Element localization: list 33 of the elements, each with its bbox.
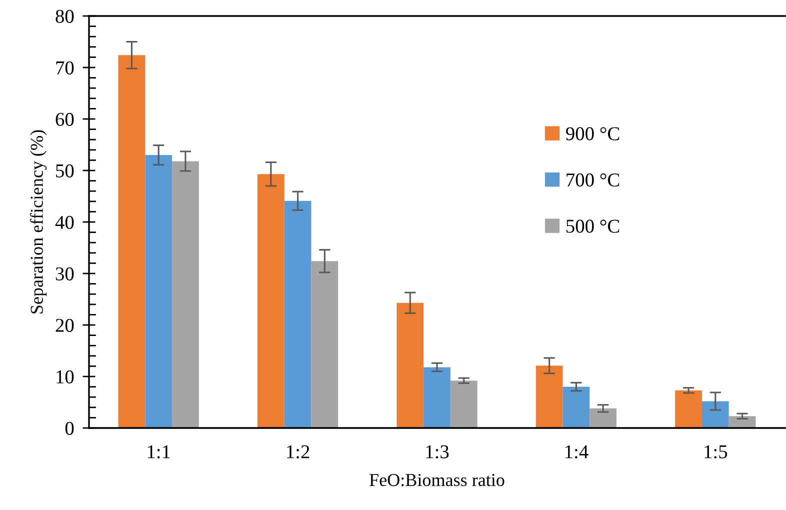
x-tick-label: 1:5 bbox=[704, 445, 728, 458]
y-tick-label: 50 bbox=[56, 164, 74, 178]
legend-label: 700 °C bbox=[566, 173, 620, 187]
y-tick-label: 30 bbox=[56, 267, 74, 280]
bar bbox=[258, 174, 284, 428]
legend-label: 900 °C bbox=[566, 127, 620, 140]
y-tick-label: 10 bbox=[56, 370, 74, 384]
x-tick-label: 1:4 bbox=[565, 445, 588, 458]
x-tick-label: 1:3 bbox=[426, 445, 449, 458]
bar bbox=[284, 200, 312, 428]
y-tick-label: 70 bbox=[56, 61, 74, 74]
bar bbox=[450, 380, 478, 428]
y-tick-label: 0 bbox=[65, 422, 74, 435]
y-tick-label: 40 bbox=[55, 216, 74, 229]
bar bbox=[702, 401, 729, 428]
x-axis-title: FeO:Biomass ratio bbox=[370, 474, 504, 486]
y-axis-title: Separation efficiency (%) bbox=[30, 130, 47, 314]
bar bbox=[562, 386, 590, 428]
bar bbox=[396, 302, 424, 428]
x-tick-label: 1:1 bbox=[148, 445, 170, 458]
bar bbox=[145, 155, 172, 428]
bar bbox=[172, 161, 199, 428]
bar bbox=[311, 261, 338, 428]
y-tick-label: 20 bbox=[56, 318, 74, 332]
bar bbox=[675, 390, 702, 428]
bar bbox=[590, 408, 616, 428]
bar bbox=[118, 55, 146, 428]
y-tick-label: 60 bbox=[56, 112, 74, 126]
legend-label: 500 °C bbox=[566, 220, 620, 233]
x-tick-label: 1:2 bbox=[287, 445, 310, 458]
bar bbox=[424, 367, 450, 428]
y-tick-label: 80 bbox=[56, 10, 74, 23]
bar bbox=[536, 366, 563, 428]
